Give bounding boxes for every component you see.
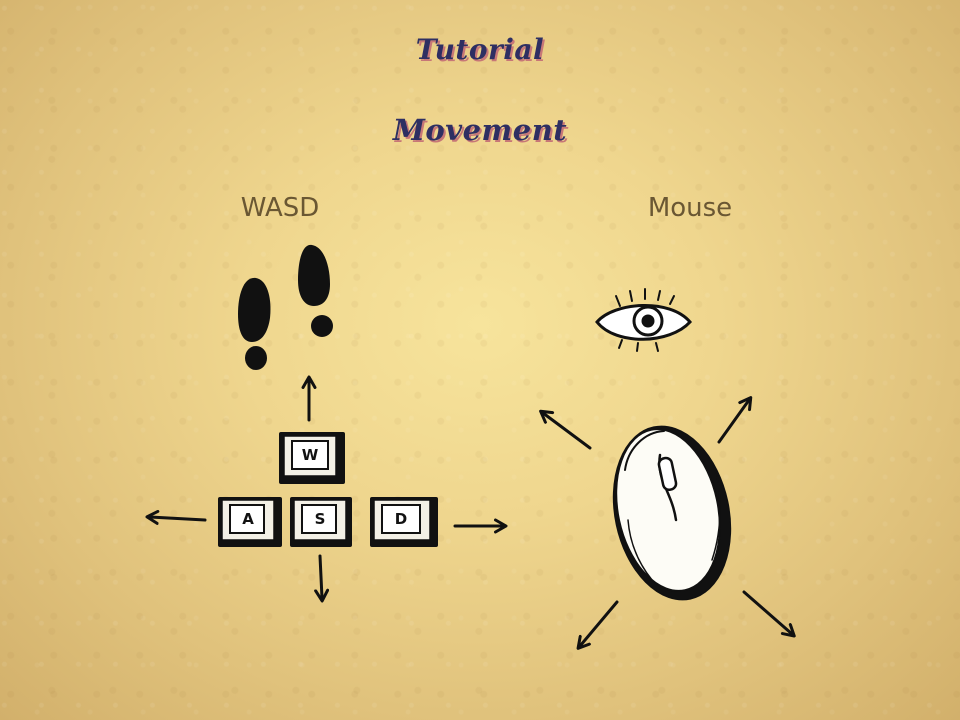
footprints-icon — [238, 244, 333, 370]
key-d: D — [370, 497, 438, 547]
arrow-down-left-icon — [576, 600, 619, 650]
arrow-down-right-icon — [742, 590, 796, 638]
arrow-left-icon — [145, 509, 207, 525]
eye-icon — [595, 288, 692, 352]
computer-mouse-icon — [612, 425, 732, 601]
key-a-letter: A — [242, 510, 254, 528]
mouse-label: Mouse — [647, 193, 733, 223]
section-title: Movement — [392, 113, 568, 147]
arrow-up-right-icon — [717, 396, 753, 444]
key-w-letter: W — [302, 446, 319, 464]
key-s-letter: S — [315, 510, 326, 528]
arrow-up-left-icon — [539, 409, 592, 450]
key-w: W — [279, 432, 345, 484]
arrow-down-icon — [314, 554, 330, 603]
wasd-label: WASD — [240, 193, 320, 223]
key-s: S — [290, 497, 352, 547]
key-a: A — [218, 497, 282, 547]
screen-title: Tutorial — [415, 33, 545, 66]
key-d-letter: D — [395, 510, 407, 528]
